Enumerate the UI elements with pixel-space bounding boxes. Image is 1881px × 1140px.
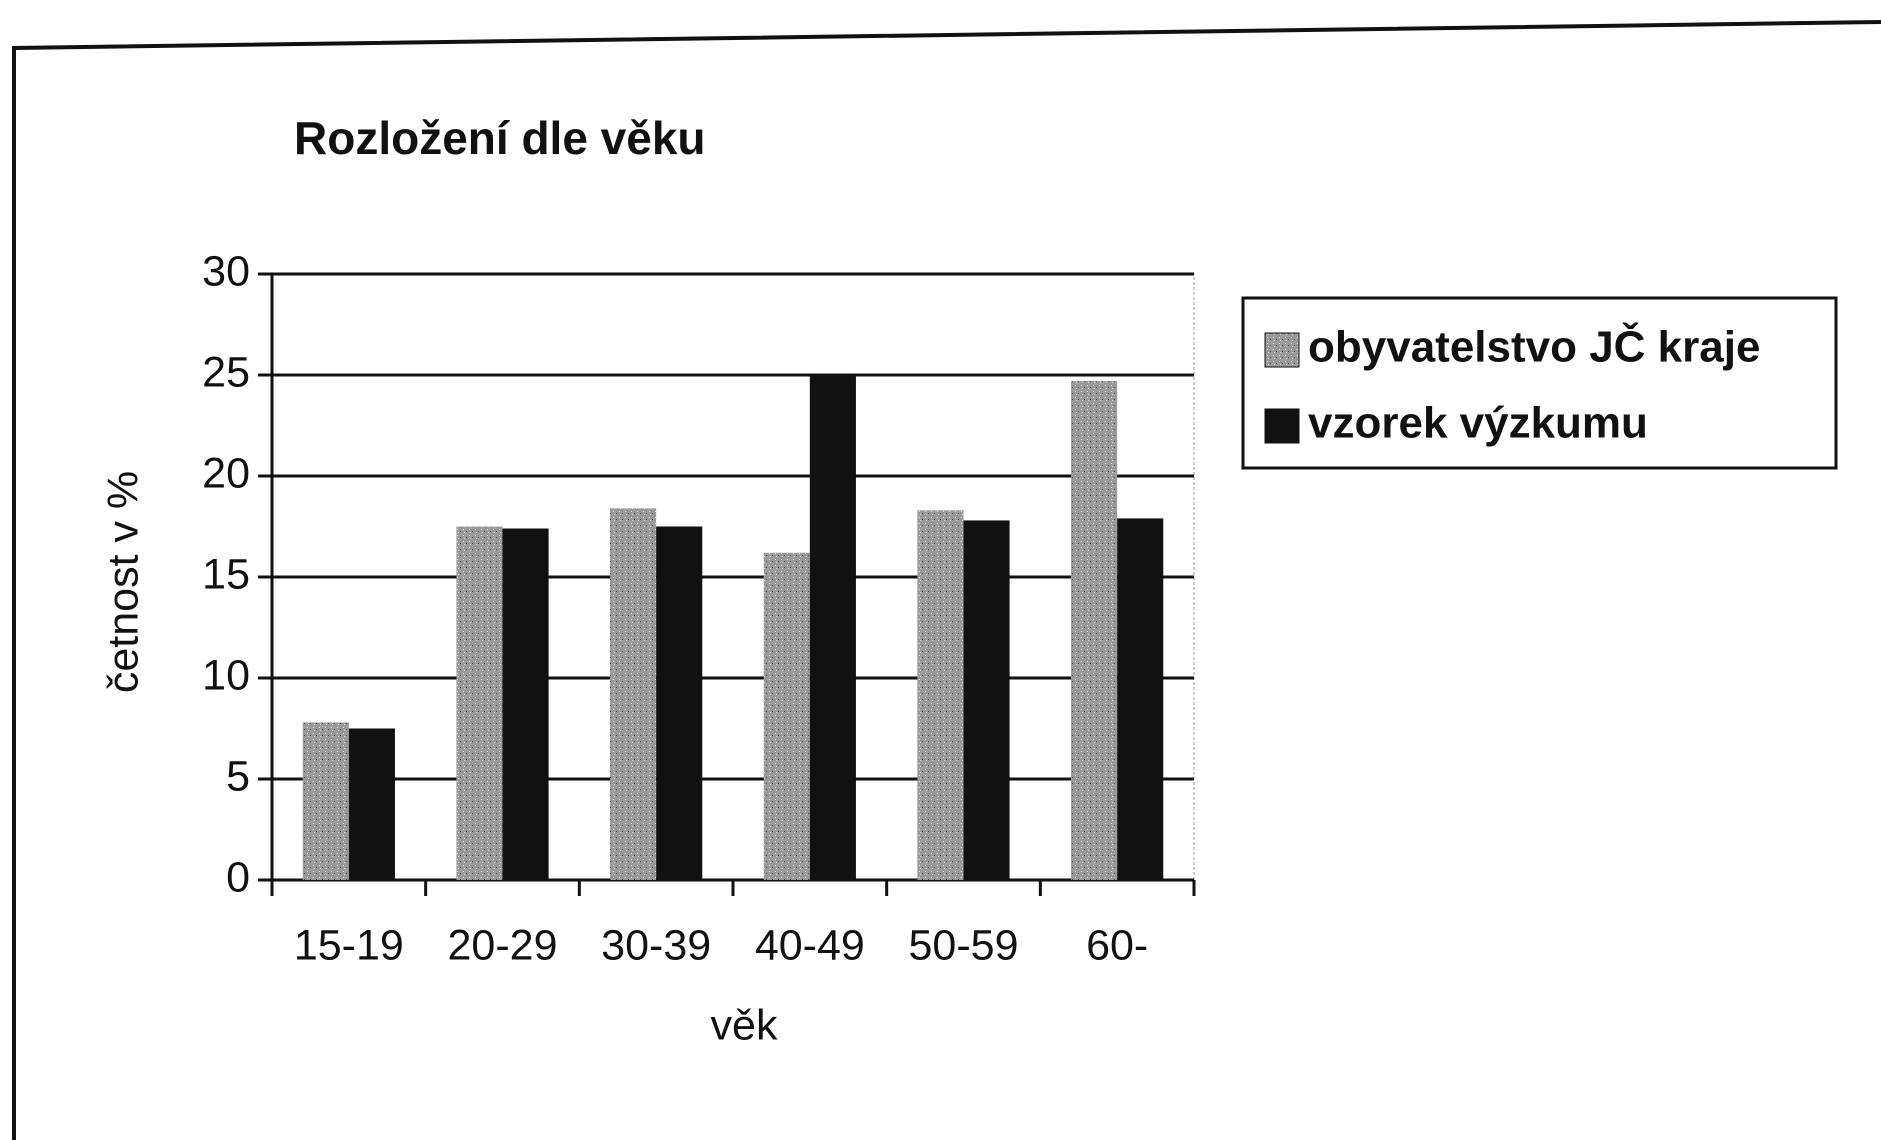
bar — [456, 526, 503, 880]
y-tick-label: 20 — [202, 449, 250, 497]
bar — [610, 508, 657, 880]
legend-label: vzorek výzkumu — [1308, 399, 1648, 448]
x-tick-label: 50-59 — [909, 921, 1019, 969]
bar — [1071, 381, 1118, 880]
bar — [917, 510, 964, 880]
bar — [656, 526, 703, 880]
bar — [809, 375, 856, 880]
y-axis-label: četnost v % — [99, 471, 147, 693]
bar — [1117, 518, 1164, 880]
y-tick-label: 10 — [202, 651, 250, 699]
legend-swatch — [1264, 332, 1300, 368]
x-tick-label: 40-49 — [755, 921, 865, 969]
frame — [12, 20, 1881, 1140]
bar — [348, 728, 395, 880]
bar — [502, 528, 549, 880]
legend-swatch — [1264, 408, 1300, 444]
bar — [963, 520, 1010, 880]
bar — [763, 552, 810, 880]
legend-label: obyvatelstvo JČ kraje — [1308, 321, 1760, 372]
y-tick-label: 0 — [226, 853, 250, 901]
bar — [302, 722, 349, 880]
x-tick-label: 20-29 — [448, 921, 558, 969]
chart-title: Rozložení dle věku — [294, 112, 706, 164]
y-tick-label: 15 — [202, 550, 250, 598]
x-tick-label: 30-39 — [601, 921, 711, 969]
legend — [1241, 296, 1838, 470]
x-axis-label: věk — [711, 1001, 778, 1049]
y-tick-label: 30 — [202, 247, 250, 295]
x-tick-label: 60- — [1086, 921, 1148, 969]
y-tick-label: 5 — [226, 752, 250, 800]
x-tick-label: 15-19 — [294, 921, 404, 969]
y-tick-label: 25 — [202, 348, 250, 396]
